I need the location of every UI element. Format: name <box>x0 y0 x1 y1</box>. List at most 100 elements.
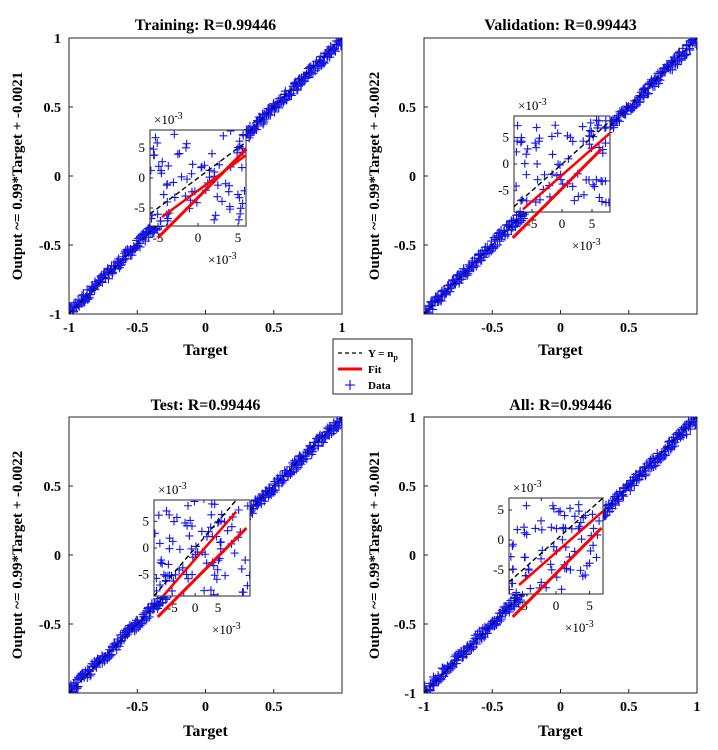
inset-data-point <box>514 147 521 156</box>
data-point <box>135 620 145 630</box>
legend-entry-y-n: Y = np <box>338 348 398 362</box>
data-point <box>696 417 697 421</box>
data-point <box>625 486 635 496</box>
data-point <box>495 616 505 626</box>
inset-data-point <box>557 585 566 594</box>
inset-data-point <box>155 539 164 548</box>
legend-label: Y = np <box>368 348 398 362</box>
inset-data-point <box>157 556 166 565</box>
inset-data-point <box>218 197 227 206</box>
data-point <box>514 597 524 607</box>
inset-data-point <box>184 501 193 510</box>
inset-identity-line <box>514 120 610 208</box>
inset-data-point <box>158 157 167 166</box>
inset-data-point <box>509 579 517 588</box>
data-point <box>142 613 152 623</box>
legend-label: Fit <box>368 364 382 376</box>
inset-x-tick-label: 5 <box>235 230 242 245</box>
data-point <box>302 454 312 464</box>
y-axis-label: Output ~= 0.99*Target + -0.0022 <box>367 72 383 281</box>
inset-data-point <box>585 126 594 135</box>
data-point <box>618 491 628 501</box>
inset-data-point <box>175 149 184 158</box>
data-point <box>336 41 342 51</box>
inset-data-point <box>546 560 555 569</box>
inset-data-point <box>159 190 168 199</box>
inset-data-point <box>553 129 562 138</box>
x-tick-label: -0.5 <box>481 700 503 715</box>
inset-data-point <box>522 170 531 179</box>
inset-y-tick-label: 0 <box>503 156 510 171</box>
inset-data-point <box>185 531 194 540</box>
inset-data-point <box>168 537 177 546</box>
data-point <box>333 423 342 433</box>
inset-data-point <box>233 190 242 199</box>
data-point <box>608 499 618 509</box>
data-point <box>287 467 297 477</box>
inset-data-point <box>601 139 610 148</box>
data-point <box>641 469 651 479</box>
inset-data-point <box>236 209 245 218</box>
data-point <box>640 471 650 481</box>
y-tick-label: 0 <box>54 170 61 185</box>
inset-data-point <box>187 169 196 178</box>
inset-data-point <box>509 585 514 594</box>
inset-data-point <box>153 210 162 219</box>
data-point <box>497 614 507 624</box>
data-point <box>340 417 342 421</box>
inset-data-point <box>512 588 521 594</box>
y-tick-label: -1 <box>404 687 416 702</box>
data-point <box>463 269 473 279</box>
data-point <box>692 40 697 50</box>
inset-data-point <box>169 178 178 187</box>
inset-data-point <box>597 176 606 185</box>
chart-title: Test: R=0.99446 <box>151 397 261 414</box>
data-point <box>614 496 624 506</box>
inset-data-point <box>585 559 594 568</box>
inset-data-point <box>211 211 220 220</box>
inset-data-point <box>205 166 214 175</box>
data-point <box>502 225 512 235</box>
inset-y-tick-label: 5 <box>498 502 505 517</box>
x-tick-label: 0.5 <box>265 700 283 715</box>
data-point <box>269 487 279 497</box>
inset-data-point <box>243 501 250 510</box>
inset-data-point <box>537 578 546 587</box>
inset-data-point <box>203 500 205 503</box>
inset-data-point <box>236 204 245 213</box>
inset-data-point <box>209 590 218 596</box>
data-point <box>279 475 289 485</box>
data-point <box>666 443 676 453</box>
data-point <box>308 447 318 457</box>
inset-data-point <box>239 130 246 139</box>
inset-data-point <box>522 501 531 510</box>
inset-data-point <box>224 187 233 196</box>
inset-data-point <box>221 571 230 580</box>
y-tick-label: 0.5 <box>399 480 417 495</box>
inset-data-point <box>188 160 197 169</box>
inset-data-point <box>566 565 575 574</box>
inset-data-point <box>159 570 168 579</box>
inset-data-point <box>212 575 221 584</box>
y-tick-label: 1 <box>54 32 61 47</box>
inset-data-point <box>563 131 572 140</box>
data-point <box>614 116 624 126</box>
inset-data-point <box>190 500 199 506</box>
inset-data-point <box>181 143 190 152</box>
inset-data-point <box>578 122 587 131</box>
inset-data-point <box>154 511 163 520</box>
inset-data-point <box>548 170 557 179</box>
inset-data-point <box>163 198 172 207</box>
inset-data-point <box>241 556 250 565</box>
inset-data-point <box>234 215 243 224</box>
inset-data-point <box>533 175 542 184</box>
inset-data <box>509 498 603 594</box>
inset-x-tick-label: -5 <box>167 600 178 615</box>
data-point <box>320 434 330 444</box>
data-point <box>144 612 154 622</box>
inset-data-point <box>579 190 588 199</box>
data-point <box>318 57 328 67</box>
x-tick-label: 0.5 <box>620 321 638 336</box>
inset-data-point <box>533 159 542 168</box>
fit-line <box>511 527 603 618</box>
